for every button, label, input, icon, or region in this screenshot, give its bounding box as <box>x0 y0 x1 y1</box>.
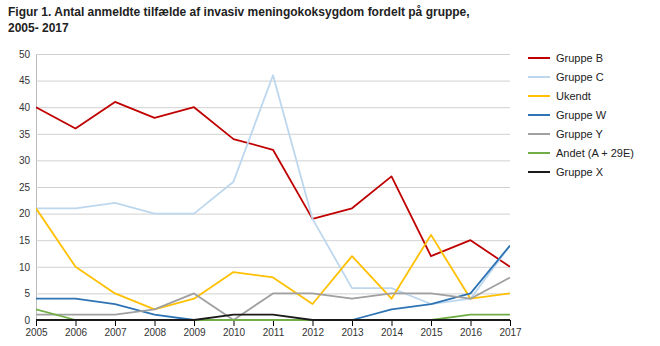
legend-item: Gruppe Y <box>528 128 604 140</box>
legend-swatch <box>528 171 550 173</box>
y-tick-label: 35 <box>19 129 31 140</box>
legend-swatch <box>528 114 550 116</box>
legend-label: Gruppe W <box>556 109 607 121</box>
x-tick-label: 2013 <box>341 327 364 338</box>
y-tick: 10 <box>19 262 510 273</box>
y-tick-label: 40 <box>19 102 31 113</box>
y-tick-label: 10 <box>19 262 31 273</box>
legend-item: Andet (A + 29E) <box>528 147 634 159</box>
chart: Figur 1. Antal anmeldte tilfælde af inva… <box>0 0 660 346</box>
x-tick: 2014 <box>381 320 404 338</box>
legend-label: Andet (A + 29E) <box>556 147 634 159</box>
series-group <box>36 75 510 320</box>
x-tick-label: 2009 <box>183 327 206 338</box>
x-tick-label: 2014 <box>381 327 404 338</box>
x-axis: 2005 2006 2007 2008 2009 2010 2011 2012 2013 2014… <box>25 320 522 338</box>
x-tick: 2009 <box>183 320 206 338</box>
grid-line <box>36 240 510 241</box>
y-tick: 40 <box>19 102 510 113</box>
x-tick: 2010 <box>223 320 246 338</box>
x-tick-label: 2006 <box>65 327 88 338</box>
legend-item: Gruppe X <box>528 166 604 178</box>
legend-swatch <box>528 95 550 97</box>
y-tick-label: 5 <box>24 288 30 299</box>
y-tick-label: 50 <box>19 49 31 60</box>
plot: 0 5 10 15 20 25 30 35 40 45 50 2005 2006 2007 2008 2009… <box>19 49 522 338</box>
legend: Gruppe B Gruppe C Ukendt Gruppe W Gruppe Y An… <box>528 52 634 178</box>
x-tick: 2015 <box>420 320 443 338</box>
x-tick: 2007 <box>104 320 127 338</box>
y-tick-label: 25 <box>19 182 31 193</box>
series-line <box>36 309 510 320</box>
x-tick-label: 2007 <box>104 327 127 338</box>
grid-line <box>36 81 510 82</box>
series-line <box>36 315 510 320</box>
legend-label: Gruppe Y <box>556 128 604 140</box>
y-tick-label: 45 <box>19 75 31 86</box>
x-tick: 2005 <box>25 320 48 338</box>
grid-line <box>36 134 510 135</box>
y-tick: 50 <box>19 49 510 60</box>
y-tick: 35 <box>19 129 510 140</box>
x-tick-label: 2008 <box>144 327 167 338</box>
legend-swatch <box>528 133 550 135</box>
y-tick: 20 <box>19 208 510 219</box>
x-tick-label: 2015 <box>420 327 443 338</box>
grid-line <box>36 187 510 188</box>
legend-swatch <box>528 76 550 78</box>
legend-label: Ukendt <box>556 90 591 102</box>
legend-item: Gruppe W <box>528 109 607 121</box>
y-tick: 25 <box>19 182 510 193</box>
x-tick: 2017 <box>499 320 522 338</box>
x-tick: 2016 <box>460 320 483 338</box>
legend-label: Gruppe C <box>556 71 604 83</box>
grid-line <box>36 54 510 55</box>
series-line <box>36 277 510 320</box>
legend-label: Gruppe X <box>556 166 604 178</box>
x-tick: 2006 <box>65 320 88 338</box>
y-tick: 30 <box>19 155 510 166</box>
x-tick: 2011 <box>263 320 285 338</box>
legend-item: Ukendt <box>528 90 591 102</box>
y-tick-label: 30 <box>19 155 31 166</box>
series-line <box>36 75 510 304</box>
title: Figur 1. Antal anmeldte tilfælde af inva… <box>8 5 470 35</box>
x-tick-label: 2011 <box>263 327 285 338</box>
x-tick-label: 2005 <box>25 327 48 338</box>
y-tick-label: 20 <box>19 208 31 219</box>
y-axis: 0 5 10 15 20 25 30 35 40 45 50 <box>19 49 510 326</box>
legend-item: Gruppe B <box>528 52 603 64</box>
series-line <box>36 102 510 267</box>
x-tick-label: 2012 <box>302 327 325 338</box>
grid-line <box>36 267 510 268</box>
legend-item: Gruppe C <box>528 71 604 83</box>
series-line <box>36 246 510 320</box>
x-tick: 2008 <box>144 320 167 338</box>
x-tick: 2012 <box>302 320 325 338</box>
y-tick: 45 <box>19 75 510 86</box>
legend-swatch <box>528 57 550 59</box>
legend-label: Gruppe B <box>556 52 603 64</box>
x-tick: 2013 <box>341 320 364 338</box>
x-tick-label: 2017 <box>499 327 522 338</box>
x-tick-label: 2010 <box>223 327 246 338</box>
grid-line <box>36 160 510 161</box>
y-tick-label: 15 <box>19 235 31 246</box>
x-tick-label: 2016 <box>460 327 483 338</box>
y-tick-label: 0 <box>24 315 30 326</box>
legend-swatch <box>528 152 550 154</box>
grid-line <box>36 214 510 215</box>
x-tick-mark <box>510 320 511 326</box>
